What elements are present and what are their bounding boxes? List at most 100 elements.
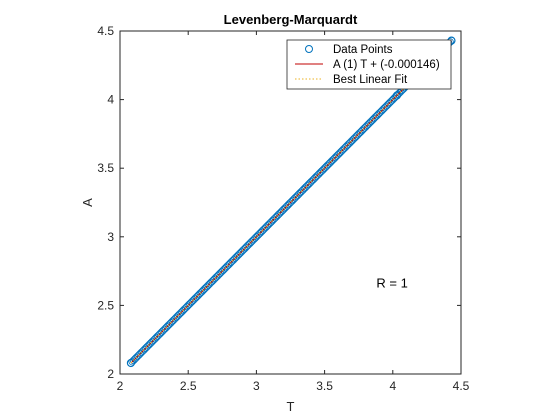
chart-title: Levenberg-Marquardt xyxy=(224,12,358,27)
data-point xyxy=(188,297,197,305)
data-point xyxy=(203,282,211,291)
data-point xyxy=(195,290,203,299)
data-point xyxy=(184,301,193,309)
data-point xyxy=(282,203,290,211)
data-point xyxy=(211,274,219,283)
data-point xyxy=(256,229,265,237)
data-point xyxy=(382,102,390,111)
data-point xyxy=(339,145,347,154)
data-point xyxy=(311,173,319,182)
data-point xyxy=(163,323,171,331)
data-point xyxy=(392,91,401,100)
data-point xyxy=(358,126,366,135)
data-point xyxy=(212,273,221,281)
data-point xyxy=(145,340,154,348)
data-point xyxy=(234,251,242,260)
legend: Data Points A (1) T + (-0.000146) Best Lin… xyxy=(286,39,452,90)
data-point xyxy=(167,319,175,327)
data-point xyxy=(231,254,239,262)
data-point xyxy=(276,208,285,217)
data-point xyxy=(308,176,317,185)
data-point xyxy=(306,179,314,187)
data-point xyxy=(356,128,365,136)
data-point xyxy=(218,267,226,276)
data-point xyxy=(300,184,309,193)
data-point xyxy=(328,156,337,164)
data-point xyxy=(304,180,313,189)
data-point xyxy=(185,300,194,308)
data-point xyxy=(296,188,305,197)
data-point xyxy=(352,132,361,140)
data-point xyxy=(180,305,189,313)
data-point xyxy=(263,222,271,230)
data-point xyxy=(368,116,377,124)
data-point xyxy=(286,199,294,207)
data-point xyxy=(141,344,150,352)
data-point xyxy=(258,227,266,236)
data-point xyxy=(372,112,381,120)
data-point xyxy=(179,306,187,315)
data-point xyxy=(319,165,327,174)
r-annotation: R = 1 xyxy=(376,276,407,291)
data-point xyxy=(161,324,170,332)
data-point xyxy=(148,337,156,346)
data-point xyxy=(197,288,206,296)
data-point xyxy=(386,98,394,107)
data-point xyxy=(202,284,210,292)
data-point xyxy=(243,242,251,250)
data-point xyxy=(153,332,162,340)
data-point xyxy=(159,327,167,335)
data-point xyxy=(275,210,283,218)
data-point xyxy=(310,175,318,183)
data-point xyxy=(172,313,181,322)
data-point xyxy=(267,218,275,226)
y-tick-label: 4.5 xyxy=(97,24,114,38)
data-point xyxy=(371,113,380,121)
data-point xyxy=(129,356,138,365)
data-point xyxy=(390,94,398,103)
data-point xyxy=(152,333,160,342)
legend-marker xyxy=(305,45,313,53)
x-axis: 2 2.5 3 3.5 4 4.5 xyxy=(117,31,470,393)
data-point xyxy=(320,164,329,172)
data-point xyxy=(370,114,378,123)
data-point xyxy=(144,341,152,350)
data-point xyxy=(366,118,374,127)
data-point xyxy=(268,216,277,225)
data-point xyxy=(215,270,223,279)
plot-frame xyxy=(119,30,462,375)
data-point xyxy=(214,272,222,280)
data-point xyxy=(291,194,299,202)
data-point xyxy=(240,245,249,253)
x-tick-label: 2.5 xyxy=(180,379,197,393)
data-point xyxy=(272,212,281,221)
data-point xyxy=(236,249,245,257)
x-axis-label: T xyxy=(287,399,295,414)
data-point xyxy=(255,230,263,238)
data-point xyxy=(238,247,246,256)
y-axis: 2 2.5 3 3.5 4 4.5 xyxy=(97,24,461,381)
data-point xyxy=(266,219,274,228)
data-point xyxy=(199,286,207,295)
data-point xyxy=(207,278,215,287)
data-point xyxy=(262,223,270,232)
x-tick-label: 4 xyxy=(389,379,396,393)
data-point xyxy=(280,204,289,213)
y-axis-label: A xyxy=(80,198,95,207)
data-point xyxy=(323,161,331,170)
data-point xyxy=(176,309,185,318)
data-point xyxy=(307,177,315,186)
data-point xyxy=(299,186,307,194)
data-point xyxy=(204,281,213,289)
data-point xyxy=(347,137,355,146)
data-point xyxy=(226,259,234,268)
data-point xyxy=(362,122,370,131)
data-point xyxy=(143,343,151,351)
data-point xyxy=(326,159,334,167)
data-point xyxy=(359,125,368,133)
data-point xyxy=(322,163,330,171)
data-point xyxy=(181,304,190,312)
data-point xyxy=(315,169,323,178)
data-point xyxy=(260,224,269,233)
x-tick-label: 3.5 xyxy=(316,379,333,393)
